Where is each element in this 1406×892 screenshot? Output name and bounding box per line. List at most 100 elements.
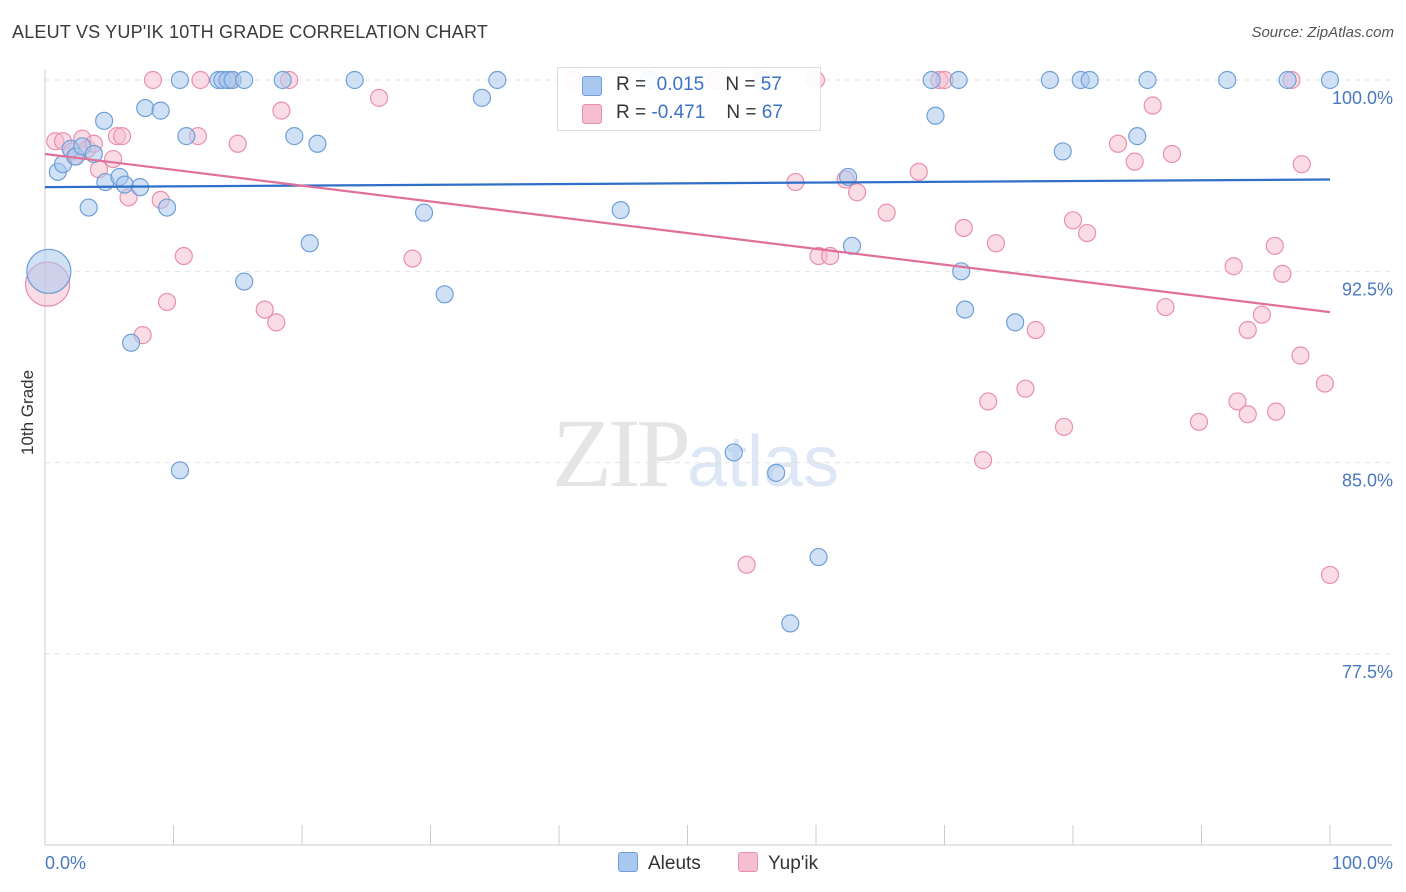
- yupik-legend-label: Yup'ik: [768, 853, 819, 874]
- aleut-point-35: [611, 201, 630, 220]
- yupik-point-62: [1266, 402, 1286, 421]
- aleut-point-33: [472, 88, 491, 107]
- yupik-point-52: [1143, 96, 1162, 115]
- yupik-point-63: [1273, 264, 1292, 283]
- yupik-legend-swatch: [738, 852, 758, 872]
- aleut-point-32: [435, 285, 454, 304]
- watermark: ZIPatlas: [552, 398, 839, 510]
- watermark-zip: ZIP: [552, 400, 691, 508]
- yupik-n-value: 67: [761, 102, 783, 123]
- yupik-point-21: [228, 134, 247, 153]
- tick-labels: 100.0% 92.5% 85.0% 77.5% 0.0% 100.0%: [45, 88, 1393, 873]
- aleut-point-0: [26, 248, 72, 294]
- aleut-point-29: [308, 134, 327, 153]
- y-tick-label-1: 92.5%: [1342, 279, 1393, 299]
- yupik-point-67: [1315, 374, 1334, 393]
- yupik-point-57: [1228, 392, 1247, 411]
- yupik-point-55: [1189, 412, 1209, 431]
- aleut-point-40: [781, 614, 800, 633]
- aleut-point-45: [926, 106, 945, 125]
- yupik-point-9: [104, 149, 123, 169]
- aleut-point-51: [1053, 142, 1072, 161]
- x-tick-label-max: 100.0%: [1332, 853, 1393, 873]
- aleut-point-39: [767, 463, 786, 482]
- yupik-point-27: [403, 249, 422, 268]
- yupik-point-49: [1078, 223, 1097, 243]
- aleut-point-16: [121, 333, 141, 352]
- yupik-point-36: [848, 183, 867, 202]
- aleut-point-57: [1278, 70, 1297, 90]
- aleut-point-30: [345, 70, 364, 90]
- aleut-stats: R = 0.015 N = 57: [616, 74, 782, 96]
- yupik-point-43: [979, 392, 998, 411]
- axes: [44, 70, 1392, 846]
- watermark-atlas: atlas: [687, 422, 840, 502]
- aleut-point-54: [1128, 127, 1147, 146]
- aleut-n-label: N =: [725, 74, 756, 95]
- yupik-stats: R = -0.471 N = 67: [616, 102, 783, 124]
- y-tick-label-3: 77.5%: [1342, 662, 1393, 682]
- yupik-point-65: [1291, 346, 1310, 365]
- yupik-point-19: [191, 70, 210, 90]
- aleut-point-48: [955, 300, 975, 319]
- aleut-point-28: [300, 234, 319, 253]
- aleut-point-41: [809, 547, 828, 567]
- aleut-point-25: [235, 272, 254, 291]
- yupik-point-26: [370, 88, 389, 107]
- aleut-point-8: [95, 111, 114, 130]
- aleut-point-24: [235, 70, 254, 90]
- yupik-points: [24, 70, 1340, 585]
- legend-item-yupik: Yup'ik: [738, 852, 818, 875]
- aleut-n-value: 57: [760, 74, 782, 95]
- yupik-point-14: [143, 70, 163, 90]
- stats-legend: R = 0.015 N = 57 R = -0.471 N = 67: [557, 67, 821, 131]
- yupik-point-24: [272, 101, 291, 120]
- yupik-point-66: [1292, 155, 1311, 174]
- aleut-point-49: [1006, 313, 1025, 332]
- aleuts-legend-swatch: [618, 852, 638, 872]
- aleut-point-18: [170, 70, 190, 90]
- yupik-swatch: [582, 104, 602, 124]
- yupik-point-53: [1156, 297, 1175, 317]
- x-tick-label-min: 0.0%: [45, 853, 86, 873]
- yupik-point-30: [737, 555, 756, 574]
- aleut-point-55: [1138, 70, 1157, 90]
- yupik-r-value: -0.471: [651, 102, 706, 123]
- aleut-point-27: [285, 127, 304, 146]
- aleuts-legend-label: Aleuts: [648, 853, 701, 874]
- yupik-point-38: [909, 162, 928, 181]
- aleut-point-42: [839, 167, 858, 187]
- yupik-point-44: [986, 234, 1006, 253]
- yupik-point-54: [1162, 144, 1182, 164]
- aleut-point-53: [1080, 70, 1099, 90]
- aleut-point-31: [414, 203, 434, 222]
- yupik-point-42: [973, 451, 993, 470]
- legend-item-aleuts: Aleuts: [618, 852, 701, 875]
- yupik-trend-line: [44, 152, 1331, 314]
- yupik-point-50: [1108, 134, 1128, 153]
- aleut-point-15: [157, 198, 177, 217]
- aleut-point-44: [922, 70, 941, 90]
- chart-title: ALEUT VS YUP'IK 10TH GRADE CORRELATION C…: [12, 22, 489, 42]
- aleut-point-11: [115, 175, 134, 194]
- yupik-point-37: [877, 203, 896, 222]
- aleut-points: [26, 70, 1340, 633]
- yupik-point-60: [1252, 305, 1271, 324]
- yupik-n-label: N =: [726, 102, 757, 123]
- grid-lines: [45, 79, 1392, 655]
- yupik-r-label: R =: [616, 102, 647, 123]
- source-label: Source: ZipAtlas.com: [1251, 24, 1394, 41]
- yupik-point-16: [157, 292, 177, 312]
- aleut-point-14: [151, 101, 170, 120]
- yupik-point-22: [255, 300, 274, 319]
- y-tick-label-0: 100.0%: [1332, 88, 1393, 108]
- yupik-point-59: [1238, 405, 1257, 424]
- yupik-point-45: [1016, 379, 1035, 398]
- yupik-point-23: [267, 313, 286, 332]
- y-tick-label-2: 85.0%: [1342, 471, 1393, 491]
- yupik-point-51: [1125, 152, 1144, 171]
- aleut-point-56: [1218, 70, 1237, 90]
- aleut-point-17: [170, 461, 190, 480]
- yupik-point-17: [174, 246, 193, 266]
